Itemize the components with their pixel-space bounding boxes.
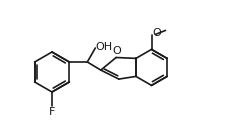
Text: O: O — [151, 28, 160, 38]
Text: F: F — [49, 107, 55, 117]
Text: O: O — [112, 47, 121, 56]
Text: OH: OH — [95, 42, 112, 52]
